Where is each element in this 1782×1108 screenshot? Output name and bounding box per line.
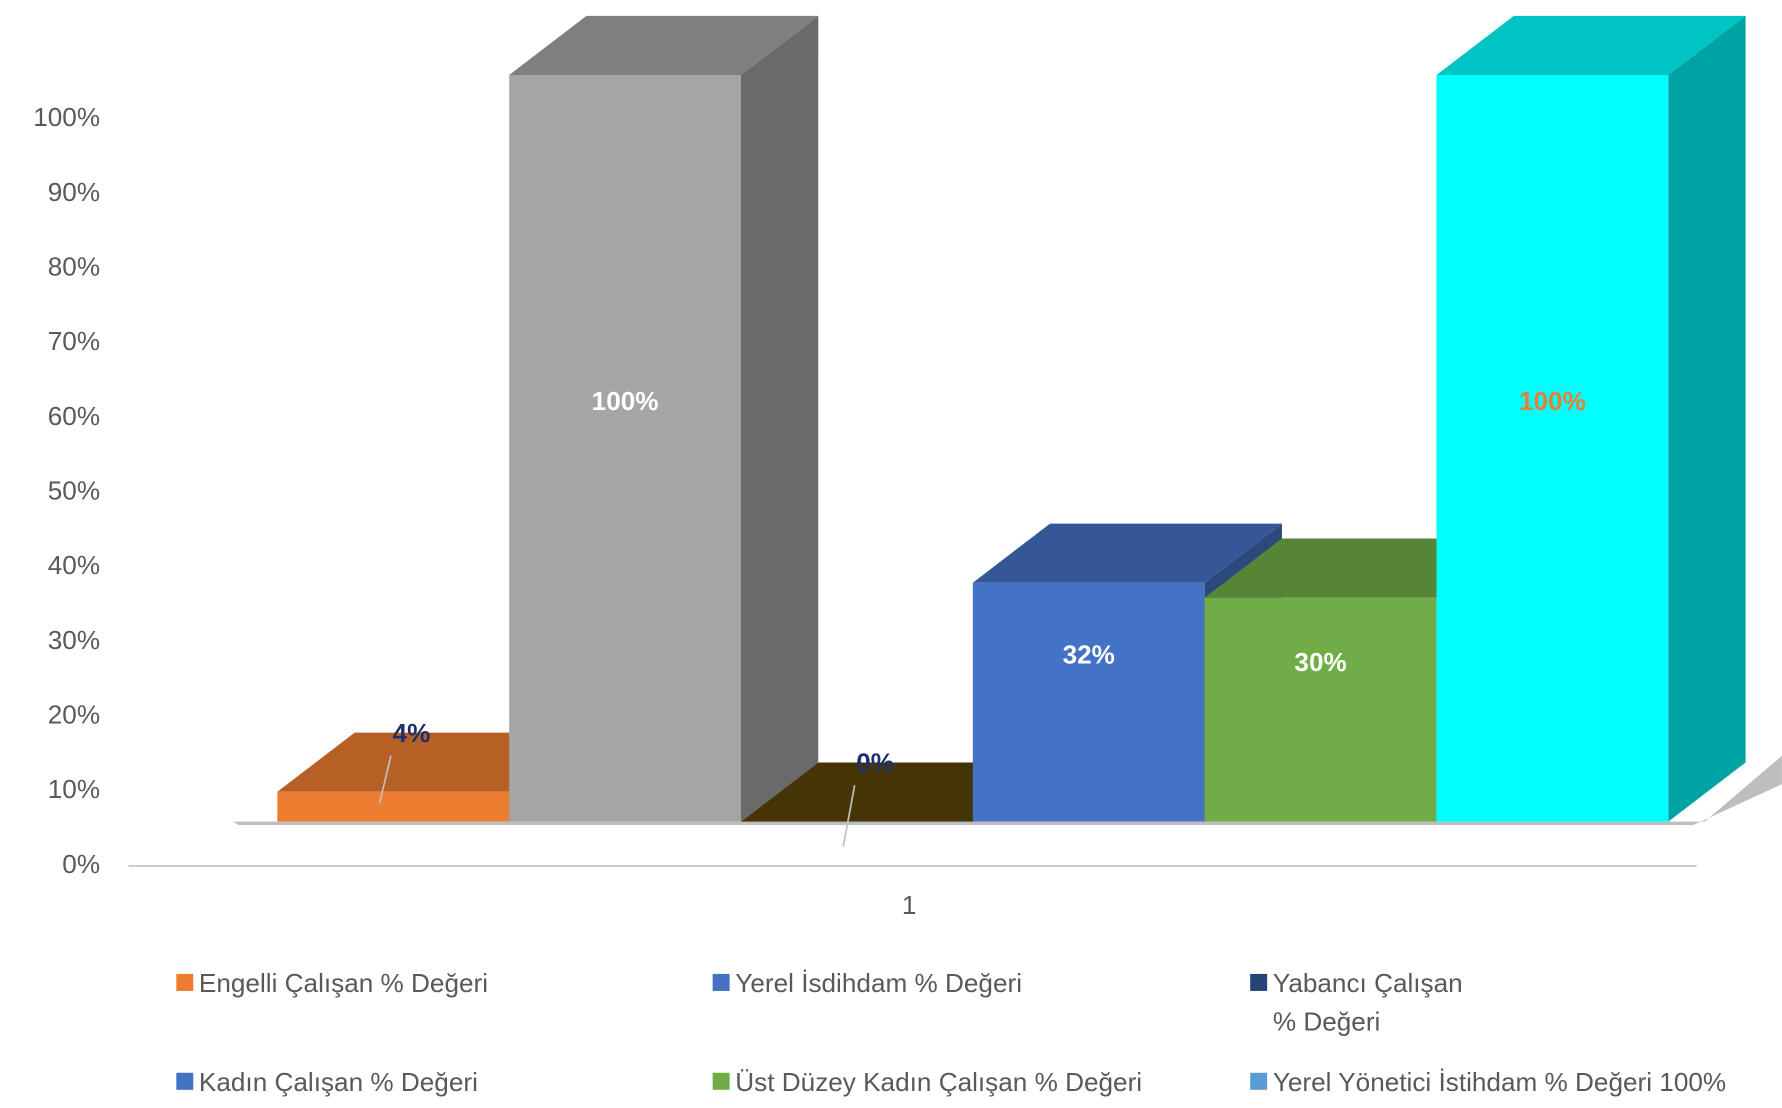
bar-side bbox=[1668, 15, 1746, 822]
legend-item: Kadın Çalışan % Değeri bbox=[176, 1063, 676, 1102]
y-tick-label: 40% bbox=[48, 550, 100, 580]
legend-entry: Yerel Yönetici İstihdam % Değeri 100% bbox=[1250, 1063, 1782, 1102]
bar-top bbox=[972, 523, 1282, 583]
legend-item: Üst Düzey Kadın Çalışan % Değeri bbox=[712, 1063, 1213, 1102]
legend-label: Kadın Çalışan % Değeri bbox=[198, 1067, 478, 1097]
legend-label: Yerel İsdihdam % Değeri bbox=[735, 968, 1023, 998]
legend-entry: Engelli Çalışan % Değeri bbox=[176, 964, 676, 1003]
bar-top bbox=[509, 15, 819, 76]
data-label: 4% bbox=[393, 718, 431, 748]
legend-label: Yabancı Çalışan % Değeri bbox=[1272, 968, 1463, 1037]
bar-top bbox=[1436, 15, 1746, 76]
label-leader bbox=[842, 785, 856, 847]
data-label: 30% bbox=[1294, 647, 1346, 677]
bar-front bbox=[277, 791, 510, 822]
data-label: 0% bbox=[856, 748, 894, 778]
y-tick-label: 20% bbox=[48, 700, 100, 730]
legend-entry: Yerel İsdihdam % Değeri bbox=[712, 964, 1213, 1003]
y-tick-label: 80% bbox=[48, 252, 100, 282]
legend-swatch bbox=[176, 973, 194, 991]
legend-swatch bbox=[176, 1072, 194, 1090]
label-leader bbox=[378, 755, 392, 804]
y-tick-label: 50% bbox=[48, 476, 100, 506]
y-tick-label: 10% bbox=[48, 774, 100, 804]
bar bbox=[1436, 15, 1746, 822]
bar-front bbox=[1436, 75, 1669, 822]
legend-entry: Yabancı Çalışan % Değeri bbox=[1250, 964, 1489, 1041]
bar bbox=[509, 15, 819, 822]
legend-label: Engelli Çalışan % Değeri bbox=[198, 968, 489, 998]
legend-item: Yerel Yönetici İstihdam % Değeri 100% bbox=[1250, 1063, 1782, 1102]
legend-swatch bbox=[1250, 973, 1268, 991]
legend-entry: Üst Düzey Kadın Çalışan % Değeri bbox=[712, 1063, 1213, 1102]
legend-swatch bbox=[712, 1072, 730, 1090]
y-tick-label: 90% bbox=[48, 177, 100, 207]
bar-front bbox=[1204, 597, 1437, 822]
data-label: 100% bbox=[1519, 386, 1586, 416]
bar-front bbox=[509, 75, 741, 822]
y-tick-label: 70% bbox=[48, 326, 100, 356]
y-tick-label: 60% bbox=[48, 401, 100, 431]
bar-side bbox=[740, 15, 819, 822]
legend-item: Engelli Çalışan % Değeri bbox=[176, 964, 676, 1003]
legend-label: Üst Düzey Kadın Çalışan % Değeri bbox=[735, 1067, 1143, 1097]
legend-entry: Kadın Çalışan % Değeri bbox=[176, 1063, 676, 1102]
bar-front bbox=[972, 582, 1205, 822]
x-tick-label: 1 bbox=[902, 890, 917, 920]
y-tick-label: 30% bbox=[48, 625, 100, 655]
data-label: 32% bbox=[1063, 640, 1115, 670]
legend-swatch bbox=[1250, 1072, 1268, 1090]
data-label: 100% bbox=[592, 386, 659, 416]
legend-swatch bbox=[712, 973, 730, 991]
legend-label: Yerel Yönetici İstihdam % Değeri 100% bbox=[1272, 1067, 1727, 1097]
y-tick-label: 100% bbox=[33, 102, 100, 132]
legend-item: Yabancı Çalışan % Değeri bbox=[1250, 964, 1489, 1041]
y-tick-label: 0% bbox=[62, 849, 100, 879]
legend-item: Yerel İsdihdam % Değeri bbox=[712, 964, 1213, 1003]
